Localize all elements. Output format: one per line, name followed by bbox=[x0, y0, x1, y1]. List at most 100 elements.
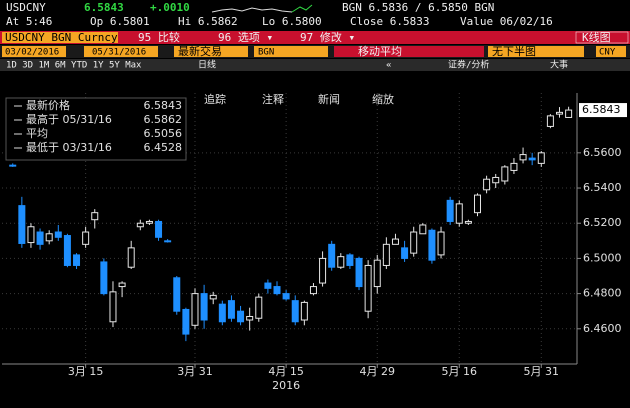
security[interactable]: USDCNY BGN Curncy bbox=[5, 31, 118, 44]
plot: 6.4600 6.4800 6.5000 6.5200 6.5400 6.5600 3月 1… bbox=[2, 93, 627, 392]
x-tick-label: 3月 31 bbox=[177, 365, 213, 378]
y-tick-label: 6.5400 bbox=[583, 181, 622, 194]
toolbar-bar bbox=[0, 31, 630, 44]
candle-body bbox=[537, 152, 545, 164]
candle-body bbox=[519, 154, 527, 161]
scroll-back[interactable]: « bbox=[386, 61, 391, 71]
range-bar bbox=[0, 59, 630, 71]
news-tool[interactable]: 新闻 bbox=[318, 92, 340, 106]
candle-body bbox=[209, 294, 217, 300]
candle-body bbox=[346, 254, 354, 266]
x-tick-label: 5月 31 bbox=[524, 365, 560, 378]
candle-body bbox=[155, 220, 163, 238]
end-date[interactable]: 05/31/2016 bbox=[92, 48, 146, 58]
x-tick-label: 4月 15 bbox=[268, 365, 304, 378]
sparkline-tail bbox=[291, 4, 313, 13]
analysis[interactable]: 证券/分析 bbox=[448, 59, 489, 71]
source-box[interactable] bbox=[254, 46, 328, 57]
price-type[interactable]: 最新交易 bbox=[178, 44, 222, 58]
y-tick-label: 6.4800 bbox=[583, 287, 622, 300]
candle-body bbox=[364, 264, 372, 312]
legend-box bbox=[5, 97, 187, 161]
y-tick-label: 6.5600 bbox=[583, 146, 622, 159]
candle-body bbox=[309, 286, 317, 295]
security-box[interactable] bbox=[2, 32, 118, 43]
lower-chart-box[interactable] bbox=[488, 46, 584, 57]
candle-body bbox=[483, 178, 491, 191]
annotate-tool[interactable]: 注释 bbox=[262, 92, 284, 106]
high: Hi 6.5862 bbox=[178, 15, 238, 28]
candle-body bbox=[82, 231, 90, 245]
candle-body bbox=[546, 115, 554, 127]
candle-body bbox=[164, 240, 172, 243]
candle-body bbox=[100, 261, 108, 295]
legend-label[interactable]: 平均 bbox=[26, 127, 48, 140]
y-tick-label: 6.5200 bbox=[583, 216, 622, 229]
x-tick-label: 5月 16 bbox=[442, 365, 478, 378]
candle-body bbox=[455, 203, 463, 224]
legend-value: 6.5056 bbox=[144, 127, 183, 140]
moving-average[interactable]: 移动平均 bbox=[358, 45, 402, 58]
events[interactable]: 大事 bbox=[550, 59, 568, 71]
close: Close 6.5833 bbox=[350, 15, 429, 28]
candle-body bbox=[27, 226, 35, 244]
candle-body bbox=[36, 231, 44, 245]
lower-chart[interactable]: 无下半图 bbox=[492, 44, 536, 58]
start-date[interactable]: 03/02/2016 bbox=[5, 48, 59, 58]
candle-body bbox=[337, 256, 345, 268]
y-tick-label: 6.4600 bbox=[583, 322, 622, 335]
source[interactable]: BGN bbox=[258, 48, 274, 58]
candle-body bbox=[510, 162, 518, 171]
candle-body bbox=[246, 315, 254, 321]
frequency[interactable]: 日线 bbox=[198, 59, 216, 71]
candle-body bbox=[528, 157, 536, 161]
candle-body bbox=[291, 300, 299, 323]
start-date-box[interactable] bbox=[2, 46, 66, 57]
legend-value: 6.5843 bbox=[144, 99, 183, 112]
last-value-box bbox=[579, 103, 627, 118]
candle-body bbox=[45, 233, 53, 242]
candle-body bbox=[282, 293, 290, 300]
candle-body bbox=[127, 247, 135, 268]
moving-average-box[interactable] bbox=[334, 46, 484, 57]
zoom-tool[interactable]: 缩放 bbox=[372, 92, 394, 106]
legend-label[interactable]: 最低于 03/31/16 bbox=[26, 141, 112, 154]
candle-body bbox=[182, 308, 190, 335]
candle-body bbox=[136, 222, 144, 228]
y-tick-label: 6.5000 bbox=[583, 251, 622, 264]
candle-body bbox=[173, 277, 181, 312]
candle-body bbox=[73, 254, 81, 266]
candle-body bbox=[437, 231, 445, 256]
time: At 5:46 bbox=[6, 15, 52, 28]
candle-body bbox=[410, 231, 418, 254]
edit-button[interactable]: 97 修改 ▾ bbox=[300, 30, 355, 44]
candle-body bbox=[565, 109, 573, 118]
track-tool[interactable]: 追踪 bbox=[204, 92, 226, 106]
end-date-box[interactable] bbox=[84, 46, 158, 57]
x-tick-label: 4月 29 bbox=[360, 365, 396, 378]
currency[interactable]: CNY bbox=[599, 48, 616, 58]
candle-body bbox=[391, 238, 399, 245]
candle-body bbox=[18, 205, 26, 244]
change: +.0010 bbox=[150, 1, 190, 14]
chart-type-box[interactable] bbox=[575, 31, 629, 44]
currency-box[interactable] bbox=[596, 46, 626, 57]
legend-label[interactable]: 最新价格 bbox=[26, 98, 70, 112]
compare-button[interactable]: 95 比较 bbox=[138, 30, 180, 44]
candle-body bbox=[428, 229, 436, 261]
candle-body bbox=[319, 257, 327, 284]
candle-body bbox=[446, 199, 454, 222]
chart-type[interactable]: K线图 bbox=[582, 30, 611, 44]
x-tick-label: 3月 15 bbox=[68, 365, 104, 378]
bid-ask: BGN 6.5836 / 6.5850 BGN bbox=[342, 1, 494, 14]
range-buttons[interactable]: 1D 3D 1M 6M YTD 1Y 5Y Max bbox=[6, 61, 142, 71]
value-date: Value 06/02/16 bbox=[460, 15, 553, 28]
candle-body bbox=[54, 231, 62, 238]
price-type-box[interactable] bbox=[174, 46, 248, 57]
x-year-label: 2016 bbox=[272, 379, 300, 392]
candle-body bbox=[9, 164, 17, 167]
legend-label[interactable]: 最高于 05/31/16 bbox=[26, 112, 112, 126]
options-button[interactable]: 96 选项 ▾ bbox=[218, 31, 273, 44]
candle-body bbox=[464, 220, 472, 224]
